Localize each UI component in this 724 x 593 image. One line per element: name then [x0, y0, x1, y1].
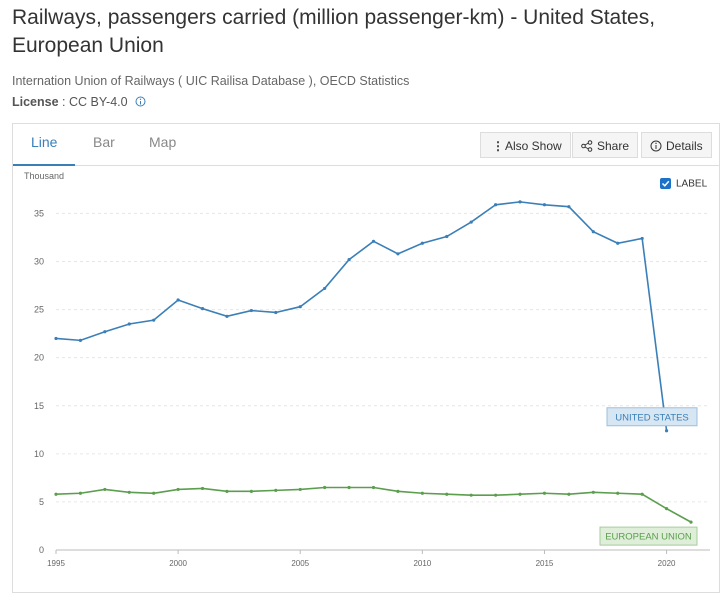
data-point: [200, 486, 205, 491]
data-point: [176, 298, 180, 302]
data-point: [616, 491, 620, 495]
page-title: Railways, passengers carried (million pa…: [12, 6, 656, 57]
series-label-box: [606, 407, 698, 427]
data-point: [152, 318, 156, 322]
data-point: [494, 493, 498, 497]
x-tick-label: 2000: [169, 559, 187, 568]
data-point: [127, 490, 131, 494]
source: Internation Union of Railways ( UIC Rail…: [12, 74, 410, 88]
data-point: [567, 205, 571, 209]
license: License : CC BY-4.0: [12, 95, 146, 109]
y-tick-label: 30: [34, 257, 44, 267]
data-point: [323, 485, 327, 490]
x-tick-label: 1995: [47, 559, 65, 568]
x-tick-label: 2005: [291, 559, 309, 568]
data-point: [225, 314, 229, 318]
data-point: [689, 520, 693, 524]
data-point: [298, 305, 302, 309]
data-point: [616, 241, 620, 245]
data-point: [518, 200, 522, 204]
y-tick-label: 15: [34, 401, 44, 411]
y-tick-label: 10: [34, 449, 44, 459]
data-point: [396, 489, 400, 493]
data-point: [445, 492, 449, 496]
data-point: [200, 307, 205, 311]
tab[interactable]: Line: [31, 134, 58, 150]
license-value: : CC BY-4.0: [62, 95, 128, 109]
data-point: [323, 286, 327, 291]
data-point: [103, 330, 107, 334]
data-point: [420, 241, 424, 245]
series-name: EUROPEAN UNION: [605, 532, 692, 543]
y-tick-label: 25: [34, 305, 44, 315]
y-tick-label: 35: [34, 208, 44, 218]
data-point: [469, 220, 473, 224]
series-line: [55, 486, 692, 523]
x-tick-label: 2020: [658, 559, 676, 568]
series-label: EUROPEAN UNION: [599, 526, 698, 546]
button-label: Also Show: [505, 139, 562, 153]
data-point: [591, 230, 595, 234]
tab[interactable]: Bar: [93, 134, 115, 150]
label-checkbox[interactable]: [660, 178, 671, 189]
label-toggle[interactable]: LABEL: [676, 179, 708, 190]
data-point: [347, 257, 351, 262]
button-label: Share: [597, 139, 630, 153]
data-point: [518, 492, 522, 496]
data-point: [274, 310, 278, 315]
data-point: [103, 487, 107, 492]
series-label: UNITED STATES: [606, 407, 698, 427]
tab-rule: [75, 165, 719, 166]
data-point: [78, 338, 83, 342]
data-point: [396, 252, 400, 256]
data-point: [249, 489, 253, 493]
data-point: [371, 239, 376, 243]
tab-underline: [13, 164, 75, 166]
button-label: Details: [666, 139, 703, 153]
info-icon[interactable]: [135, 96, 146, 107]
data-point: [640, 492, 644, 496]
series-label-box: [599, 526, 698, 546]
y-tick-label: 20: [34, 353, 44, 363]
data-point: [494, 203, 498, 207]
data-point: [152, 491, 156, 495]
data-point: [420, 491, 424, 495]
data-point: [371, 485, 376, 490]
data-point: [640, 236, 644, 241]
data-point: [542, 203, 547, 207]
y-tick-label: 5: [39, 497, 44, 507]
data-point: [664, 507, 669, 511]
data-point: [347, 485, 351, 490]
data-point: [78, 491, 83, 495]
data-point: [249, 308, 253, 313]
also-show-button[interactable]: ⋮ Also Show: [480, 132, 571, 158]
y-tick-label: 0: [39, 545, 44, 555]
y-unit-label: Thousand: [24, 171, 64, 181]
data-point: [445, 234, 449, 239]
share-button[interactable]: Share: [572, 132, 639, 158]
data-point: [542, 491, 547, 495]
series-line: [55, 201, 668, 431]
x-tick-label: 2010: [413, 559, 431, 568]
series-name: UNITED STATES: [615, 412, 689, 423]
data-point: [127, 322, 131, 326]
data-point: [469, 493, 473, 497]
x-tick-label: 2015: [536, 559, 554, 568]
data-point: [567, 492, 571, 496]
data-point: [54, 492, 58, 496]
data-point: [664, 429, 669, 433]
data-point: [225, 489, 229, 493]
data-point: [591, 490, 595, 494]
details-button[interactable]: Details: [641, 132, 712, 158]
data-point: [274, 488, 278, 492]
license-label: License: [12, 95, 59, 109]
tab[interactable]: Map: [149, 134, 177, 150]
data-point: [298, 487, 302, 492]
data-point: [54, 336, 58, 341]
data-point: [176, 487, 180, 492]
chart-card: Line Bar Map ⋮ Also Show Share Details: [12, 123, 720, 593]
